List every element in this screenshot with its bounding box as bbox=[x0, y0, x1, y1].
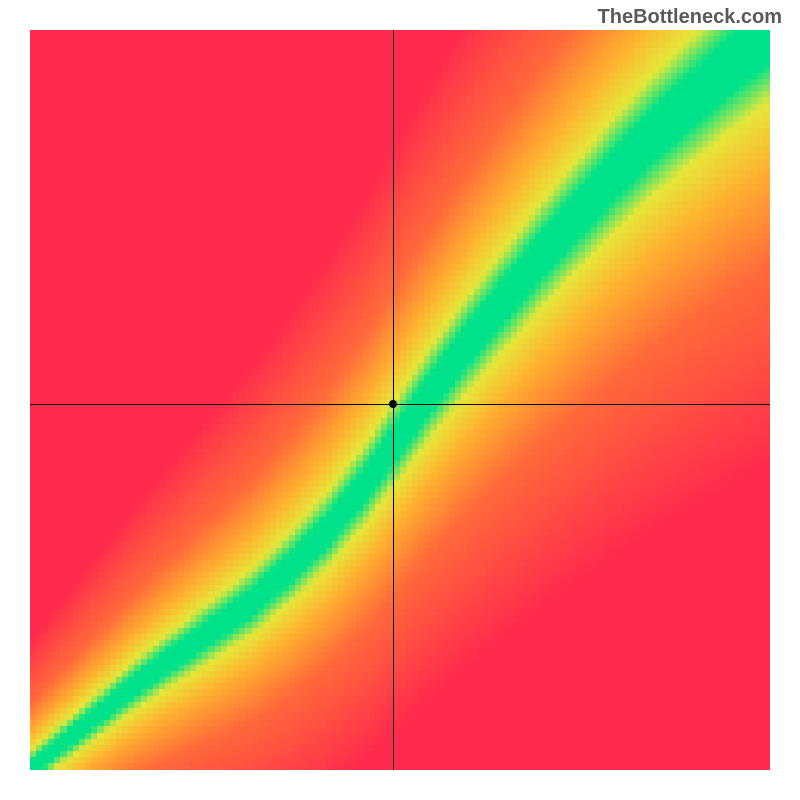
heatmap-canvas bbox=[30, 30, 770, 770]
selection-marker bbox=[389, 400, 397, 408]
bottleneck-heatmap-chart bbox=[30, 30, 770, 770]
crosshair-horizontal bbox=[30, 404, 770, 405]
watermark: TheBottleneck.com bbox=[598, 6, 782, 29]
